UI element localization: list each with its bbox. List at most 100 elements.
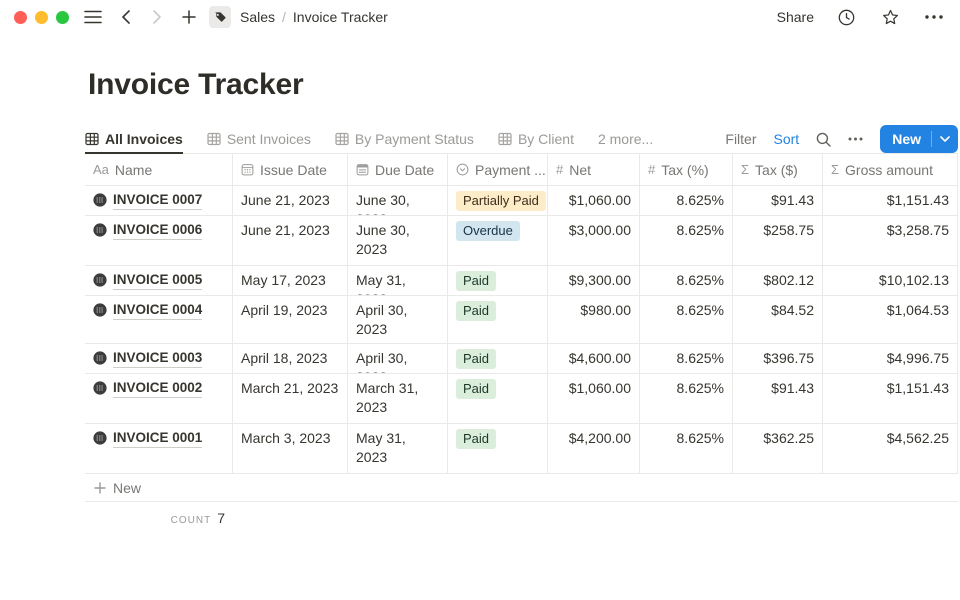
column-header-tax-percent[interactable]: # Tax (%) [640, 154, 733, 185]
net-cell[interactable]: $4,600.00 [548, 344, 640, 373]
due-date-cell[interactable]: May 31, 2023 [348, 424, 448, 473]
invoice-name-link[interactable]: INVOICE 0003 [113, 349, 203, 368]
name-cell[interactable]: INVOICE 0004 [85, 296, 233, 343]
payment-status-cell[interactable]: Paid [448, 374, 548, 423]
new-page-plus-icon[interactable] [177, 5, 201, 29]
net-cell[interactable]: $9,300.00 [548, 266, 640, 295]
updates-clock-icon[interactable] [834, 5, 858, 29]
gross-amount-cell[interactable]: $1,151.43 [823, 186, 958, 215]
tax-dollars-cell[interactable]: $84.52 [733, 296, 823, 343]
due-date-cell[interactable]: April 30, 2023 [348, 296, 448, 343]
gross-amount-cell[interactable]: $4,996.75 [823, 344, 958, 373]
issue-date-cell[interactable]: March 3, 2023 [233, 424, 348, 473]
net-cell[interactable]: $4,200.00 [548, 424, 640, 473]
share-button[interactable]: Share [776, 9, 814, 25]
table-row[interactable]: INVOICE 0004 April 19, 2023 April 30, 20… [85, 296, 958, 344]
invoice-name-link[interactable]: INVOICE 0004 [113, 301, 203, 320]
table-row[interactable]: INVOICE 0006 June 21, 2023 June 30, 2023… [85, 216, 958, 266]
sidebar-menu-icon[interactable] [81, 5, 105, 29]
name-cell[interactable]: INVOICE 0005 [85, 266, 233, 295]
name-cell[interactable]: INVOICE 0003 [85, 344, 233, 373]
issue-date-cell[interactable]: March 21, 2023 [233, 374, 348, 423]
table-row[interactable]: INVOICE 0002 March 21, 2023 March 31, 20… [85, 374, 958, 424]
table-row[interactable]: INVOICE 0001 March 3, 2023 May 31, 2023 … [85, 424, 958, 474]
invoice-name-link[interactable]: INVOICE 0002 [113, 379, 203, 398]
new-button-caret-icon[interactable] [932, 136, 958, 142]
net-cell[interactable]: $980.00 [548, 296, 640, 343]
table-new-row-button[interactable]: New [85, 474, 958, 502]
new-button[interactable]: New [880, 125, 958, 153]
page-tag-icon[interactable] [209, 6, 231, 28]
gross-amount-cell[interactable]: $1,064.53 [823, 296, 958, 343]
tax-percent-cell[interactable]: 8.625% [640, 216, 733, 265]
due-date-cell[interactable]: June 30, 2023 [348, 186, 448, 215]
breadcrumb-section[interactable]: Sales [240, 9, 276, 25]
invoice-name-link[interactable]: INVOICE 0001 [113, 429, 203, 448]
issue-date-cell[interactable]: May 17, 2023 [233, 266, 348, 295]
table-calculation-row[interactable]: COUNT 7 [85, 502, 233, 526]
due-date-cell[interactable]: June 30, 2023 [348, 216, 448, 265]
column-header-gross-amount[interactable]: Σ Gross amount [823, 154, 958, 185]
table-row[interactable]: INVOICE 0007 June 21, 2023 June 30, 2023… [85, 186, 958, 216]
tab-by-client[interactable]: By Client [498, 124, 574, 154]
issue-date-cell[interactable]: June 21, 2023 [233, 186, 348, 215]
gross-amount-cell[interactable]: $1,151.43 [823, 374, 958, 423]
column-header-tax-dollars[interactable]: Σ Tax ($) [733, 154, 823, 185]
payment-status-cell[interactable]: Paid [448, 344, 548, 373]
tax-dollars-cell[interactable]: $91.43 [733, 186, 823, 215]
net-cell[interactable]: $3,000.00 [548, 216, 640, 265]
column-header-payment-status[interactable]: Payment ... [448, 154, 548, 185]
gross-amount-cell[interactable]: $4,562.25 [823, 424, 958, 473]
tab-all-invoices[interactable]: All Invoices [85, 124, 183, 154]
payment-status-cell[interactable]: Partially Paid [448, 186, 548, 215]
column-header-due-date[interactable]: Due Date [348, 154, 448, 185]
close-window-button[interactable] [14, 10, 27, 24]
name-cell[interactable]: INVOICE 0006 [85, 216, 233, 265]
search-icon[interactable] [816, 132, 831, 147]
view-options-ellipsis-icon[interactable] [848, 137, 863, 141]
new-button-label[interactable]: New [892, 131, 921, 147]
favorite-star-icon[interactable] [878, 5, 902, 29]
payment-status-cell[interactable]: Paid [448, 424, 548, 473]
invoice-name-link[interactable]: INVOICE 0006 [113, 221, 203, 240]
due-date-cell[interactable]: March 31, 2023 [348, 374, 448, 423]
tax-percent-cell[interactable]: 8.625% [640, 186, 733, 215]
name-cell[interactable]: INVOICE 0007 [85, 186, 233, 215]
name-cell[interactable]: INVOICE 0002 [85, 374, 233, 423]
column-header-name[interactable]: Aa Name [85, 154, 233, 185]
gross-amount-cell[interactable]: $10,102.13 [823, 266, 958, 295]
zoom-window-button[interactable] [56, 10, 69, 24]
due-date-cell[interactable]: May 31, 2023 [348, 266, 448, 295]
payment-status-cell[interactable]: Overdue [448, 216, 548, 265]
tax-dollars-cell[interactable]: $362.25 [733, 424, 823, 473]
tax-dollars-cell[interactable]: $802.12 [733, 266, 823, 295]
tax-percent-cell[interactable]: 8.625% [640, 266, 733, 295]
tax-percent-cell[interactable]: 8.625% [640, 344, 733, 373]
filter-button[interactable]: Filter [725, 131, 757, 147]
table-row[interactable]: INVOICE 0005 May 17, 2023 May 31, 2023 P… [85, 266, 958, 296]
payment-status-cell[interactable]: Paid [448, 296, 548, 343]
tax-percent-cell[interactable]: 8.625% [640, 374, 733, 423]
net-cell[interactable]: $1,060.00 [548, 186, 640, 215]
tab-by-payment-status[interactable]: By Payment Status [335, 124, 474, 154]
table-row[interactable]: INVOICE 0003 April 18, 2023 April 30, 20… [85, 344, 958, 374]
column-header-issue-date[interactable]: Issue Date [233, 154, 348, 185]
tax-dollars-cell[interactable]: $396.75 [733, 344, 823, 373]
issue-date-cell[interactable]: June 21, 2023 [233, 216, 348, 265]
nav-back-icon[interactable] [113, 5, 137, 29]
name-cell[interactable]: INVOICE 0001 [85, 424, 233, 473]
sort-button[interactable]: Sort [773, 131, 800, 147]
payment-status-cell[interactable]: Paid [448, 266, 548, 295]
net-cell[interactable]: $1,060.00 [548, 374, 640, 423]
column-header-net[interactable]: # Net [548, 154, 640, 185]
invoice-name-link[interactable]: INVOICE 0007 [113, 191, 203, 210]
due-date-cell[interactable]: April 30, 2023 [348, 344, 448, 373]
tax-percent-cell[interactable]: 8.625% [640, 296, 733, 343]
nav-forward-icon[interactable] [145, 5, 169, 29]
tax-percent-cell[interactable]: 8.625% [640, 424, 733, 473]
breadcrumb-page[interactable]: Invoice Tracker [292, 9, 388, 25]
issue-date-cell[interactable]: April 19, 2023 [233, 296, 348, 343]
tax-dollars-cell[interactable]: $258.75 [733, 216, 823, 265]
minimize-window-button[interactable] [35, 10, 48, 24]
tax-dollars-cell[interactable]: $91.43 [733, 374, 823, 423]
